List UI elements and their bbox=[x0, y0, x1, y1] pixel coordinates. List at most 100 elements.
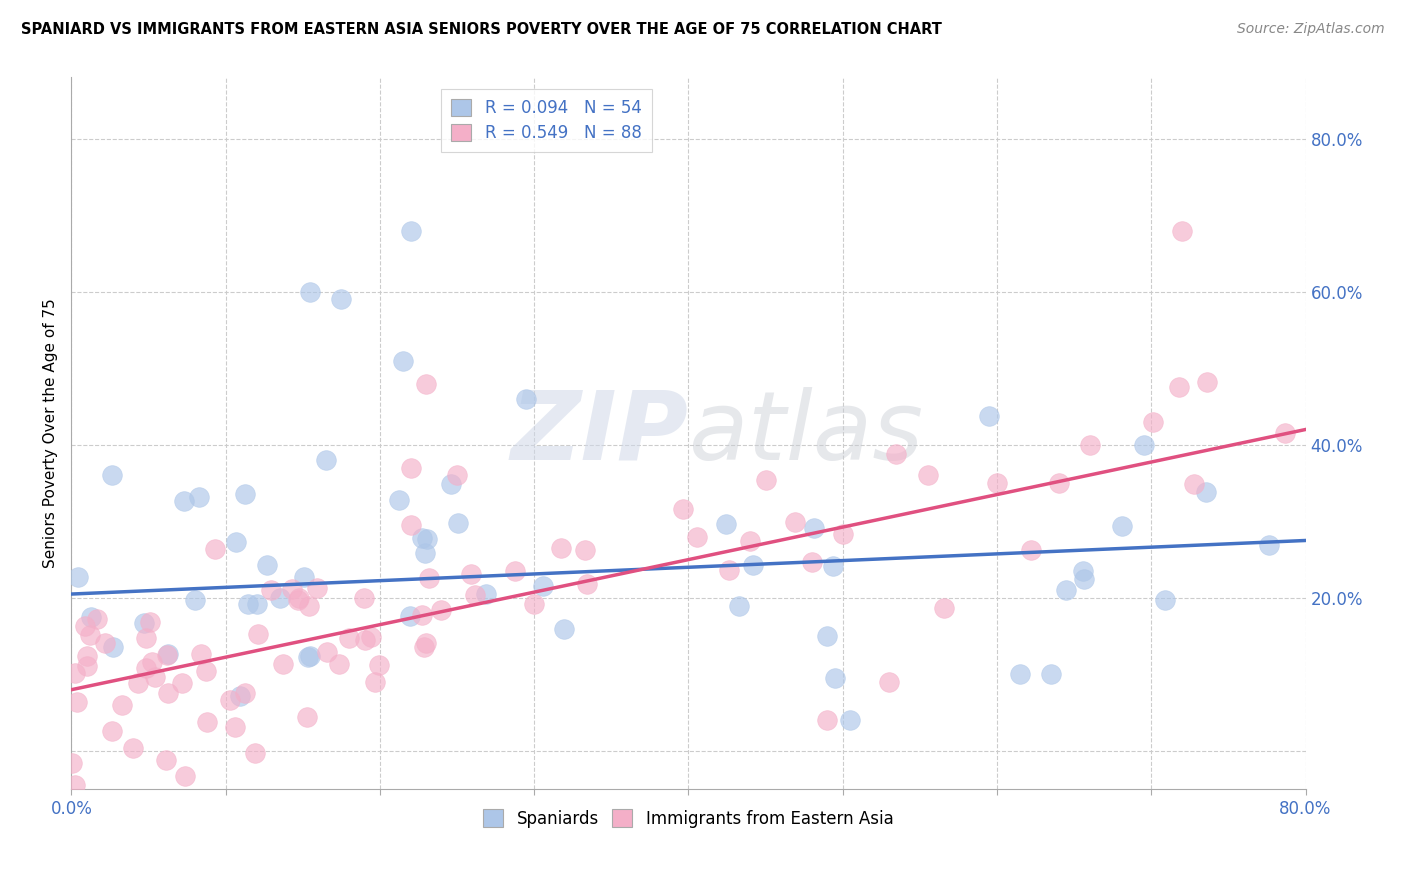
Point bbox=[1142, 415, 1164, 429]
Point bbox=[67, 570, 90, 584]
Point bbox=[447, 516, 470, 530]
Point bbox=[135, 632, 157, 646]
Point bbox=[188, 490, 211, 504]
Point bbox=[800, 555, 823, 569]
Point bbox=[94, 636, 117, 650]
Point bbox=[515, 392, 537, 406]
Point bbox=[66, 695, 89, 709]
Point bbox=[388, 493, 411, 508]
Point bbox=[79, 628, 101, 642]
Point bbox=[1171, 223, 1194, 237]
Point bbox=[718, 563, 741, 577]
Point bbox=[727, 599, 749, 614]
Point bbox=[672, 501, 695, 516]
Point bbox=[145, 670, 167, 684]
Point bbox=[233, 487, 256, 501]
Point bbox=[783, 515, 806, 529]
Point bbox=[330, 293, 353, 307]
Point bbox=[135, 661, 157, 675]
Point bbox=[101, 640, 124, 654]
Point bbox=[574, 542, 596, 557]
Point bbox=[475, 587, 498, 601]
Point bbox=[418, 571, 440, 585]
Point bbox=[986, 476, 1008, 491]
Point bbox=[917, 468, 939, 483]
Point bbox=[1019, 543, 1042, 558]
Point bbox=[1078, 438, 1101, 452]
Point bbox=[75, 619, 97, 633]
Point bbox=[714, 517, 737, 532]
Point bbox=[1054, 583, 1077, 598]
Point bbox=[353, 591, 375, 605]
Point bbox=[195, 715, 218, 730]
Point bbox=[1274, 425, 1296, 440]
Text: SPANIARD VS IMMIGRANTS FROM EASTERN ASIA SENIORS POVERTY OVER THE AGE OF 75 CORR: SPANIARD VS IMMIGRANTS FROM EASTERN ASIA… bbox=[21, 22, 942, 37]
Point bbox=[1132, 438, 1154, 452]
Point bbox=[238, 597, 260, 611]
Point bbox=[298, 599, 321, 613]
Point bbox=[271, 657, 294, 672]
Point bbox=[740, 534, 762, 549]
Point bbox=[416, 532, 439, 546]
Point bbox=[228, 689, 250, 703]
Point bbox=[269, 591, 291, 605]
Point bbox=[412, 640, 434, 654]
Point bbox=[392, 353, 415, 368]
Text: atlas: atlas bbox=[689, 387, 924, 480]
Point bbox=[138, 615, 160, 629]
Point bbox=[1195, 484, 1218, 499]
Text: ZIP: ZIP bbox=[510, 387, 689, 480]
Point bbox=[172, 676, 194, 690]
Point bbox=[190, 648, 212, 662]
Point bbox=[173, 769, 195, 783]
Point bbox=[533, 578, 555, 592]
Point bbox=[316, 645, 339, 659]
Point bbox=[111, 698, 134, 712]
Point bbox=[440, 477, 463, 491]
Point bbox=[225, 535, 247, 549]
Point bbox=[824, 671, 846, 685]
Point bbox=[399, 460, 422, 475]
Point bbox=[815, 629, 838, 643]
Point bbox=[155, 753, 177, 767]
Point bbox=[550, 541, 572, 555]
Point bbox=[156, 686, 179, 700]
Point bbox=[141, 656, 163, 670]
Y-axis label: Seniors Poverty Over the Age of 75: Seniors Poverty Over the Age of 75 bbox=[44, 299, 58, 568]
Point bbox=[576, 576, 599, 591]
Point bbox=[339, 631, 361, 645]
Point bbox=[932, 600, 955, 615]
Point bbox=[245, 598, 267, 612]
Point bbox=[60, 756, 83, 770]
Point bbox=[299, 648, 322, 663]
Point bbox=[415, 635, 437, 649]
Point bbox=[218, 692, 240, 706]
Point bbox=[1168, 380, 1191, 394]
Point bbox=[132, 615, 155, 630]
Point bbox=[156, 647, 179, 661]
Point bbox=[832, 527, 855, 541]
Point bbox=[224, 720, 246, 734]
Legend: Spaniards, Immigrants from Eastern Asia: Spaniards, Immigrants from Eastern Asia bbox=[477, 803, 900, 834]
Point bbox=[76, 649, 98, 664]
Point bbox=[86, 612, 108, 626]
Point bbox=[1153, 592, 1175, 607]
Point bbox=[823, 558, 845, 573]
Point bbox=[76, 658, 98, 673]
Point bbox=[884, 448, 907, 462]
Point bbox=[460, 566, 482, 581]
Point bbox=[399, 608, 422, 623]
Point bbox=[101, 468, 124, 483]
Point bbox=[305, 581, 328, 595]
Point bbox=[184, 593, 207, 607]
Point bbox=[839, 714, 862, 728]
Point bbox=[65, 778, 87, 792]
Point bbox=[1047, 476, 1070, 491]
Point bbox=[803, 521, 825, 535]
Point bbox=[877, 675, 900, 690]
Point bbox=[1071, 564, 1094, 578]
Point bbox=[1039, 667, 1062, 681]
Point bbox=[80, 609, 103, 624]
Point bbox=[503, 564, 526, 578]
Point bbox=[63, 665, 86, 680]
